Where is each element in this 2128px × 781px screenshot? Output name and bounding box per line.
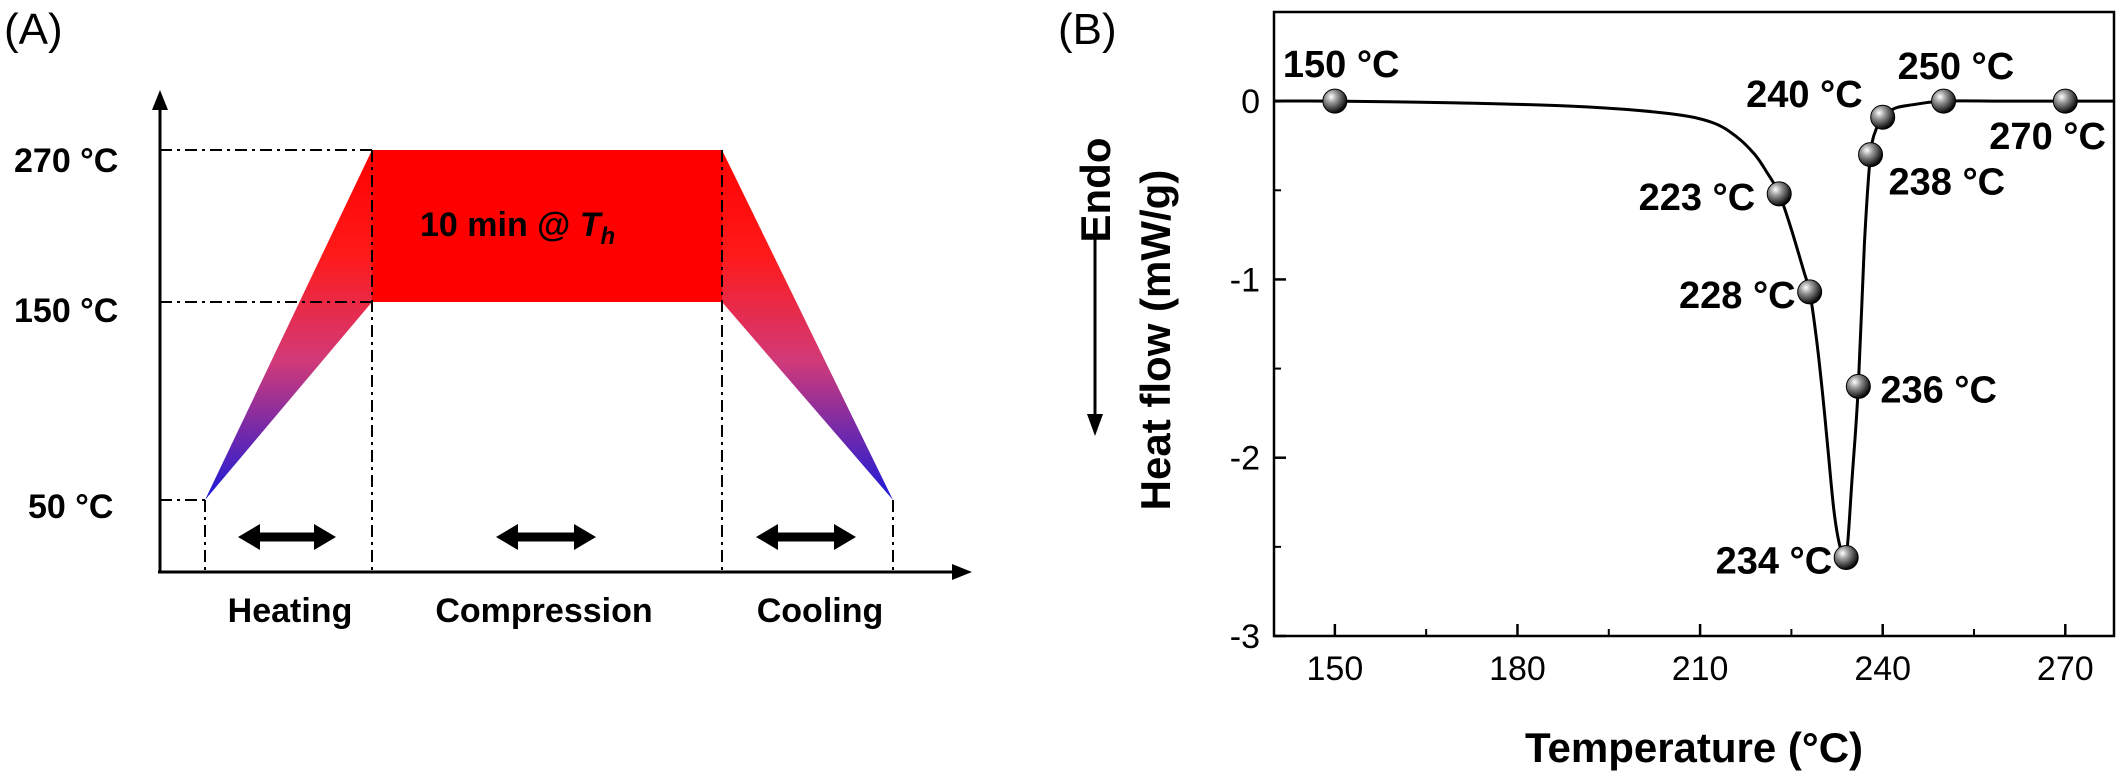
plot-frame [1272,10,2116,638]
hold-annotation: 10 min @ Th [420,206,615,250]
compression-double-arrow [496,524,596,550]
marker-270 [2052,88,2078,114]
cooling-double-arrow [756,524,856,550]
marker-label-250: 250 °C [1898,46,2015,88]
marker-label-150: 150 °C [1283,44,1400,86]
guide-lines [160,149,894,570]
marker-228 [1797,279,1823,305]
cooling-ramp [722,150,893,500]
level-50-label: 50 °C [28,488,113,526]
curve-markers [1322,88,2078,571]
x-tick-label: 150 [1307,650,1364,688]
x-tick-label: 180 [1489,650,1546,688]
level-150-label: 150 °C [14,292,118,330]
x-tick-label: 210 [1672,650,1729,688]
marker-250 [1931,88,1957,114]
panel-b: (B) 150 180 210 240 270 0 -1 -2 -3 150 °C 223 °C… [1058,5,2116,771]
panel-a-label: (A) [4,5,63,54]
stage-compression-label: Compression [435,592,652,630]
panel-b-label: (B) [1058,5,1117,54]
stage-heating-label: Heating [228,592,353,630]
marker-234 [1833,545,1859,571]
endo-arrow-head [1087,414,1103,436]
marker-240 [1870,104,1896,130]
y-tick-label: -3 [1230,618,1260,656]
marker-238 [1858,142,1884,168]
x-tick-label: 270 [2037,650,2094,688]
y-tick-label: 0 [1241,83,1260,121]
y-tick-label: -1 [1230,261,1260,299]
heating-double-arrow [238,524,336,550]
marker-label-234: 234 °C [1716,541,1833,583]
x-tick-label: 240 [1854,650,1911,688]
y-ticks: 0 -1 -2 -3 [1230,11,1286,656]
endo-label: Endo [1072,138,1119,243]
stage-cooling-label: Cooling [757,592,884,630]
y-tick-label: -2 [1230,440,1260,478]
marker-label-240: 240 °C [1746,74,1863,116]
marker-236 [1845,373,1871,399]
curve-marker-labels: 150 °C 223 °C 228 °C 234 °C 236 °C 238 °C 240 … [1283,44,2106,582]
marker-label-236: 236 °C [1880,369,1997,411]
panel-a-x-arrow [952,564,972,580]
heating-ramp [205,150,372,500]
marker-150 [1322,88,1348,114]
panel-a: (A) 270 °C 150 °C 50 °C 10 min @ Th [4,5,972,630]
marker-label-223: 223 °C [1639,177,1756,219]
marker-223 [1766,181,1792,207]
x-ticks: 150 180 210 240 270 [1307,624,2094,688]
marker-label-228: 228 °C [1679,275,1796,317]
marker-label-238: 238 °C [1889,162,2006,204]
y-axis-title: Heat flow (mW/g) [1132,170,1179,511]
x-axis-title: Temperature (°C) [1525,724,1863,771]
level-270-label: 270 °C [14,142,118,180]
hold-region [372,150,722,302]
marker-label-270: 270 °C [1989,116,2106,158]
panel-a-y-arrow [152,90,168,110]
